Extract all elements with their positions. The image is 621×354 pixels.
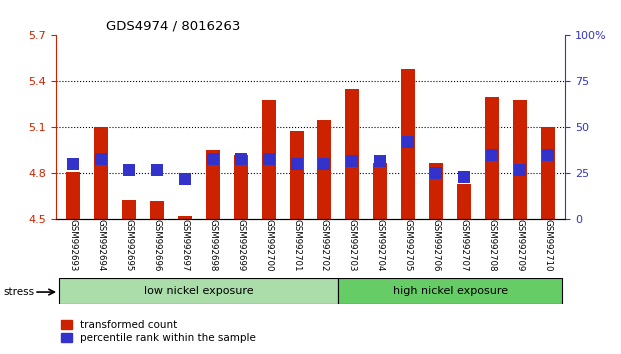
Text: GSM992698: GSM992698 (208, 219, 217, 272)
Bar (486, 97, 499, 219)
Point (68, 161, 78, 167)
Bar (122, 200, 135, 219)
Text: GDS4974 / 8016263: GDS4974 / 8016263 (106, 19, 240, 33)
Bar (373, 163, 388, 219)
Bar (150, 201, 163, 219)
Text: GSM992700: GSM992700 (264, 219, 273, 272)
Bar (66, 172, 79, 219)
Point (179, 176, 189, 182)
Point (235, 156, 245, 161)
Bar (206, 150, 220, 219)
Point (432, 171, 442, 176)
Bar (401, 69, 415, 219)
Text: GSM992704: GSM992704 (376, 219, 385, 272)
Point (543, 152, 553, 158)
Text: GSM992705: GSM992705 (404, 219, 413, 272)
Point (291, 161, 301, 167)
Text: GSM992694: GSM992694 (96, 219, 105, 272)
Text: GSM992707: GSM992707 (460, 219, 469, 272)
Text: GSM992706: GSM992706 (432, 219, 441, 272)
Point (152, 167, 161, 173)
Point (263, 156, 273, 161)
Bar (514, 100, 527, 219)
Text: GSM992695: GSM992695 (124, 219, 133, 272)
Point (515, 167, 525, 173)
Text: high nickel exposure: high nickel exposure (393, 286, 508, 296)
Bar (178, 216, 192, 219)
Text: GSM992708: GSM992708 (488, 219, 497, 272)
Text: low nickel exposure: low nickel exposure (144, 286, 253, 296)
Bar (94, 127, 107, 219)
Bar (338, 278, 562, 304)
Point (207, 156, 217, 161)
Bar (317, 120, 332, 219)
Text: GSM992702: GSM992702 (320, 219, 329, 272)
Text: GSM992701: GSM992701 (292, 219, 301, 272)
Bar (542, 127, 555, 219)
Point (124, 167, 134, 173)
Legend: transformed count, percentile rank within the sample: transformed count, percentile rank withi… (61, 320, 256, 343)
Point (376, 158, 386, 164)
Text: stress: stress (3, 287, 34, 297)
Text: GSM992693: GSM992693 (68, 219, 77, 272)
Text: GSM992696: GSM992696 (152, 219, 161, 272)
Text: GSM992697: GSM992697 (180, 219, 189, 272)
Bar (59, 278, 338, 304)
Text: GSM992699: GSM992699 (236, 219, 245, 272)
Point (487, 152, 497, 158)
Text: GSM992703: GSM992703 (348, 219, 357, 272)
Point (320, 161, 330, 167)
Point (96, 156, 106, 161)
Point (460, 174, 469, 180)
Text: GSM992710: GSM992710 (544, 219, 553, 272)
Bar (429, 163, 443, 219)
Bar (233, 155, 248, 219)
Bar (261, 100, 276, 219)
Bar (289, 131, 304, 219)
Bar (345, 89, 360, 219)
Point (348, 158, 358, 164)
Text: GSM992709: GSM992709 (516, 219, 525, 272)
Point (404, 139, 414, 145)
Bar (458, 184, 471, 219)
